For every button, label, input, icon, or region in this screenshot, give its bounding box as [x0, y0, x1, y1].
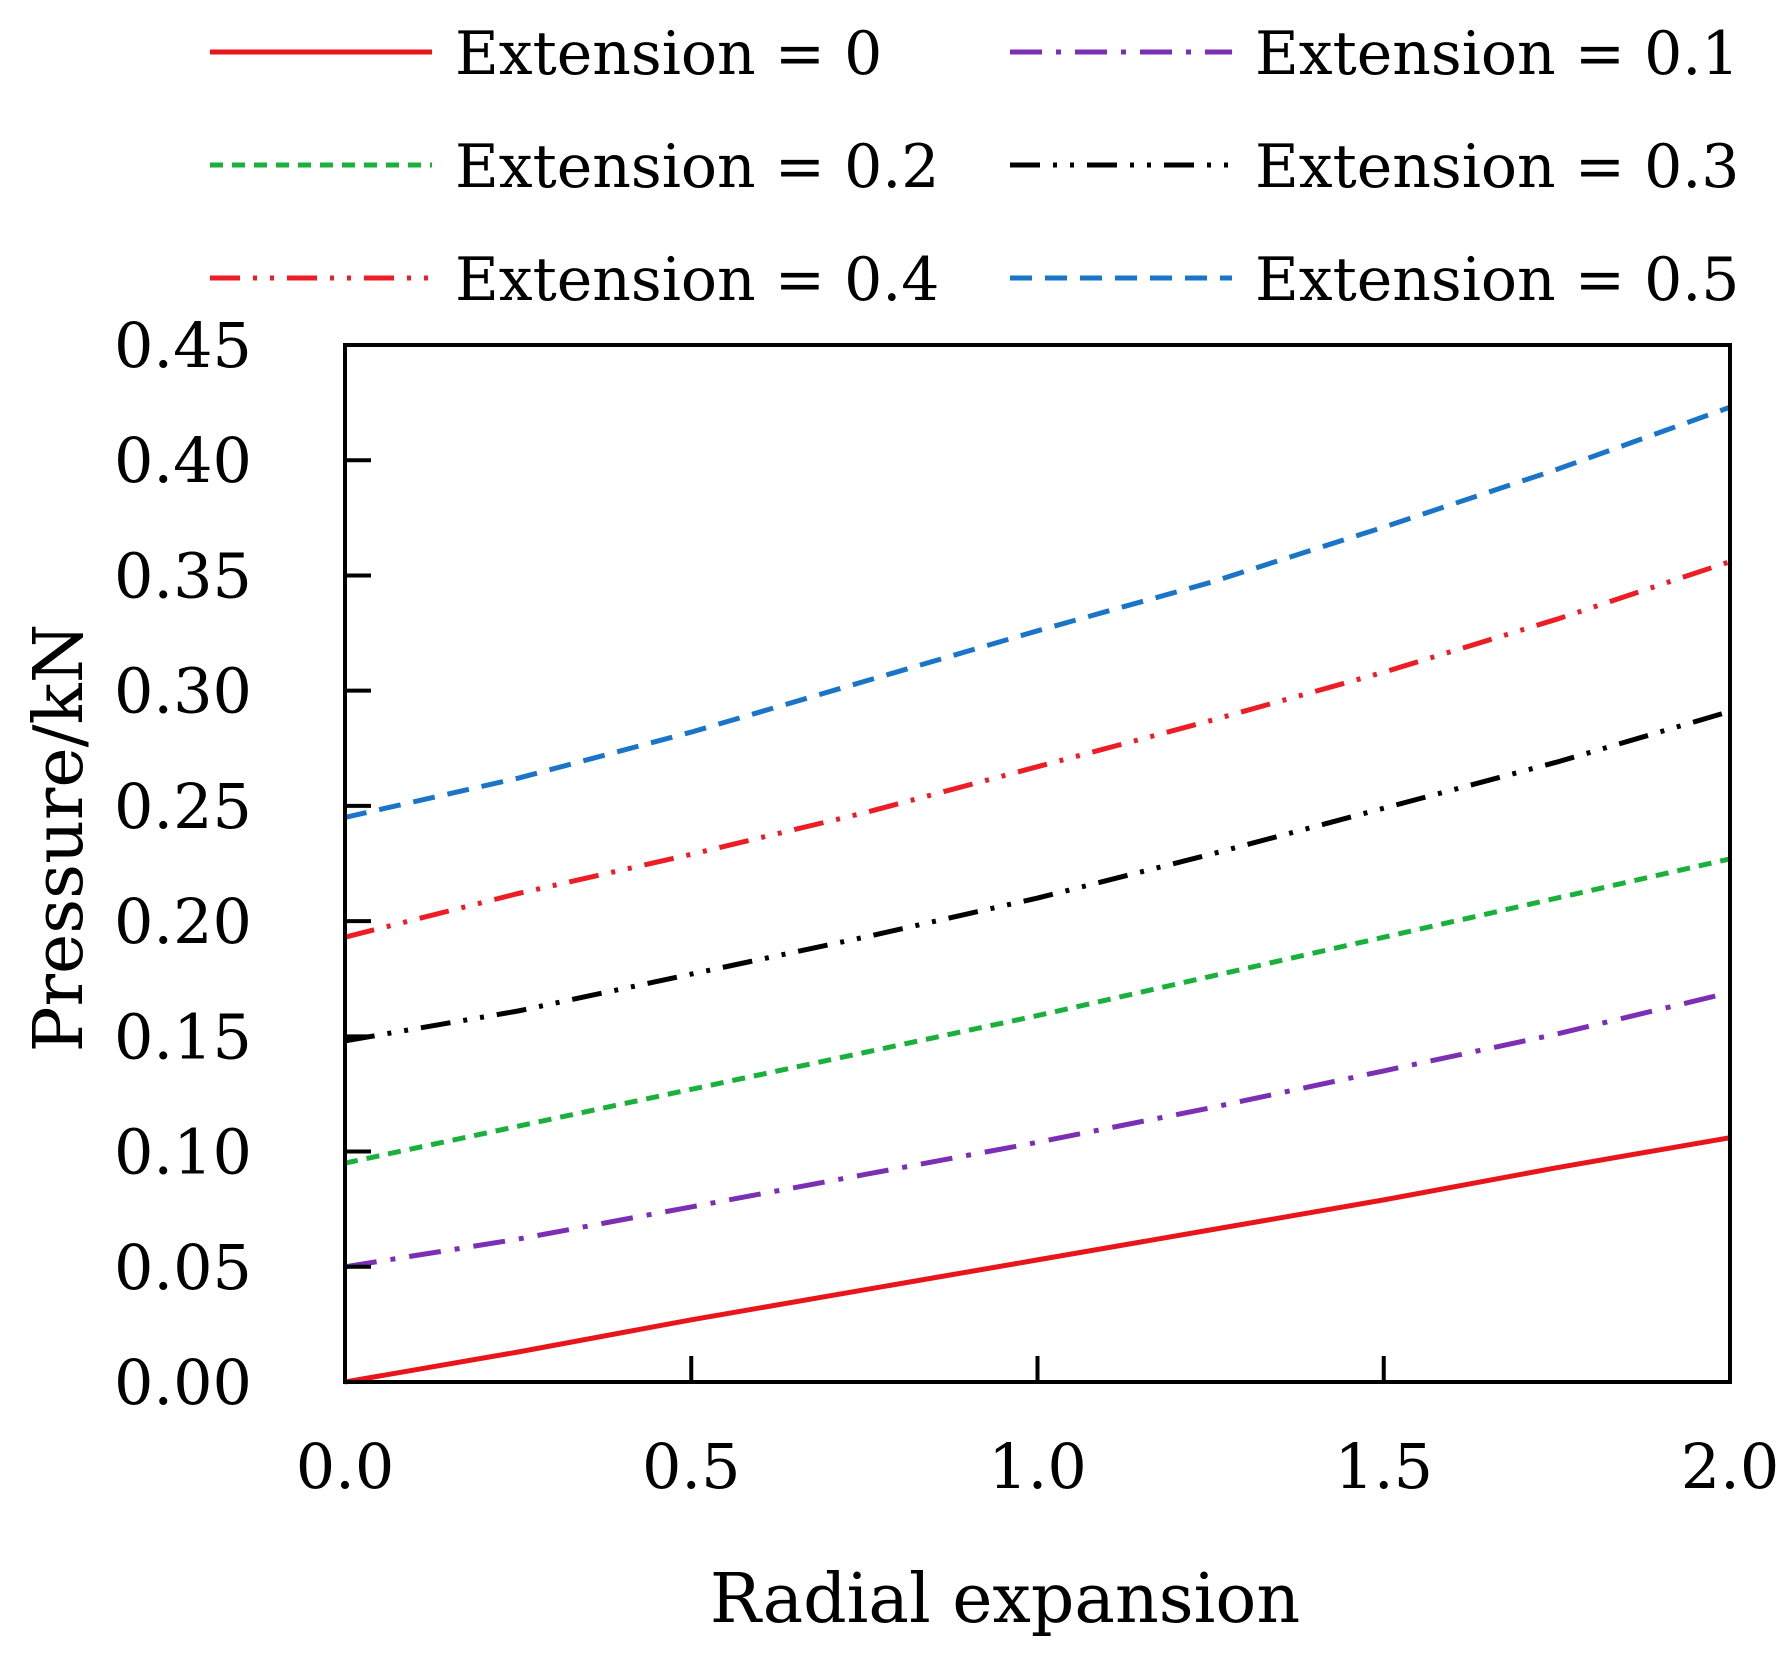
legend: Extension = 0 Extension = 0.1 Extension = …	[210, 19, 1739, 315]
x-tick-label: 0.0	[296, 1430, 395, 1503]
series-line	[344, 404, 1731, 820]
y-tick-label: 0.15	[114, 1000, 252, 1073]
series-line	[344, 990, 1731, 1270]
y-tick-label: 0.25	[114, 770, 252, 843]
y-tick-label: 0.40	[114, 424, 252, 497]
legend-label: Extension = 0.4	[455, 245, 939, 315]
x-tick-label: 1.5	[1334, 1430, 1433, 1503]
series-layer	[344, 404, 1731, 1385]
x-axis-label: Radial expansion	[710, 1560, 1300, 1639]
y-tick-label: 0.00	[114, 1346, 252, 1419]
x-tick-label: 2.0	[1681, 1430, 1779, 1503]
legend-label: Extension = 0.1	[1255, 19, 1739, 89]
series-line	[344, 1135, 1731, 1385]
series-line	[344, 709, 1731, 1044]
y-tick-label: 0.10	[114, 1116, 252, 1189]
y-tick-label: 0.45	[114, 309, 252, 382]
series-line	[344, 856, 1731, 1166]
y-tick-label: 0.05	[114, 1231, 252, 1304]
y-tick-label: 0.30	[114, 655, 252, 728]
y-tick-label: 0.35	[114, 539, 252, 612]
y-axis-label: Pressure/kN	[20, 624, 99, 1052]
plot-frame	[343, 343, 1732, 1384]
ticks: 0.00 0.05 0.10 0.15 0.20 0.25 0.30 0.35 0.40 0.45…	[114, 309, 1779, 1503]
legend-label: Extension = 0.2	[455, 132, 939, 202]
legend-label: Extension = 0.3	[1255, 132, 1739, 202]
y-tick-label: 0.20	[114, 885, 252, 958]
series-line	[344, 559, 1731, 940]
legend-label: Extension = 0.5	[1255, 245, 1739, 315]
x-tick-label: 0.5	[642, 1430, 741, 1503]
x-tick-label: 1.0	[988, 1430, 1087, 1503]
legend-label: Extension = 0	[455, 19, 882, 89]
